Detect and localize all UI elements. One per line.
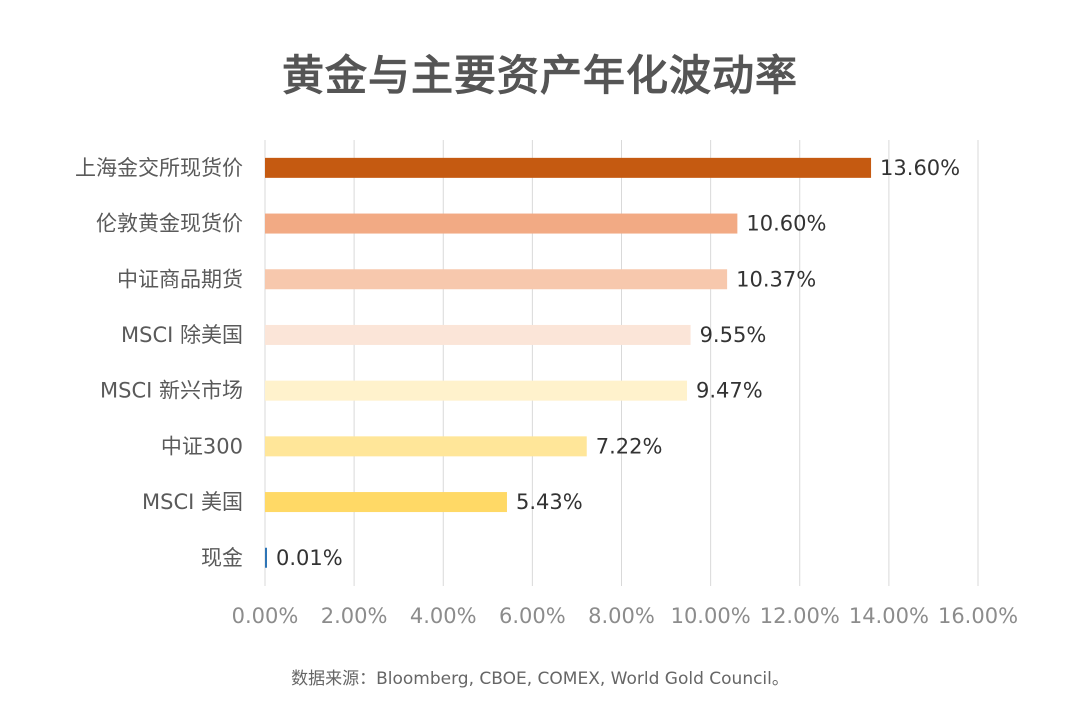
category-label: MSCI 美国 xyxy=(142,490,243,514)
bar xyxy=(265,380,688,401)
category-label: 中证商品期货 xyxy=(117,267,243,291)
bar xyxy=(265,269,728,290)
grid-lines xyxy=(264,140,979,586)
category-label: 伦敦黄金现货价 xyxy=(96,212,243,236)
data-label: 7.22% xyxy=(596,434,663,458)
bars xyxy=(265,157,872,568)
bar xyxy=(265,492,507,513)
data-label: 13.60% xyxy=(880,156,960,180)
x-tick-label: 4.00% xyxy=(410,604,477,628)
data-label: 0.01% xyxy=(276,546,343,570)
data-label: 9.47% xyxy=(696,379,763,403)
bar xyxy=(265,547,267,568)
value-labels: 13.60% 10.60% 10.37% 9.55% 9.47% 7.22% 5.43% 0.… xyxy=(276,156,960,570)
category-label: MSCI 新兴市场 xyxy=(100,379,243,403)
bar xyxy=(265,157,872,178)
data-label: 9.55% xyxy=(700,323,767,347)
category-label: 上海金交所现货价 xyxy=(75,156,243,180)
data-label: 5.43% xyxy=(516,490,583,514)
x-tick-label: 8.00% xyxy=(588,604,655,628)
x-tick-label: 0.00% xyxy=(232,604,299,628)
source-note: 数据来源：Bloomberg, CBOE, COMEX, World Gold … xyxy=(291,669,789,689)
bar xyxy=(265,324,691,345)
x-tick-label: 16.00% xyxy=(938,604,1018,628)
category-label: MSCI 除美国 xyxy=(121,323,243,347)
category-label: 现金 xyxy=(201,546,243,570)
bar xyxy=(265,213,738,234)
data-label: 10.60% xyxy=(746,212,826,236)
x-tick-label: 12.00% xyxy=(760,604,840,628)
bar xyxy=(265,436,587,457)
x-tick-label: 6.00% xyxy=(499,604,566,628)
chart-title: 黄金与主要资产年化波动率 xyxy=(281,51,798,100)
x-tick-label: 2.00% xyxy=(321,604,388,628)
data-label: 10.37% xyxy=(736,267,816,291)
x-tick-label: 14.00% xyxy=(849,604,929,628)
x-axis-tick-labels: 0.00% 2.00% 4.00% 6.00% 8.00% 10.00% 12.00% 14.… xyxy=(232,604,1018,628)
category-label: 中证300 xyxy=(161,434,243,458)
x-tick-label: 10.00% xyxy=(671,604,751,628)
